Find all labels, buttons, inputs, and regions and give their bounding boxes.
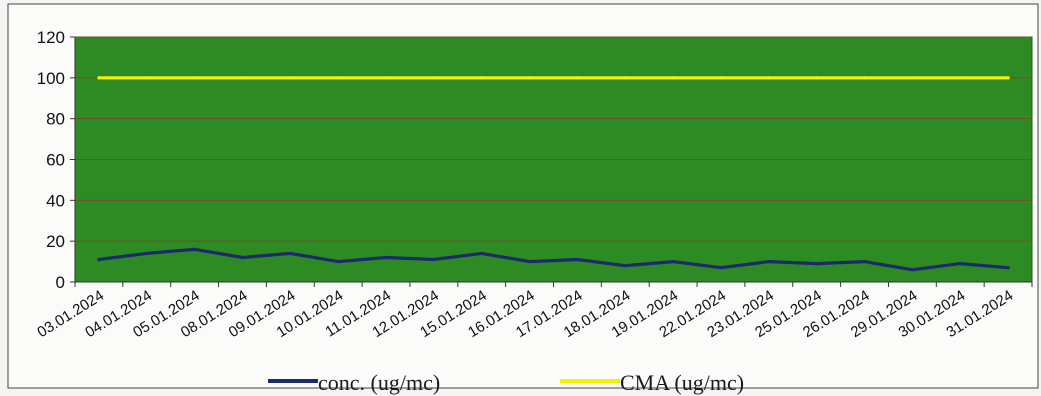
data-point-cma bbox=[432, 76, 436, 80]
data-point-conc bbox=[1006, 266, 1010, 270]
data-point-cma bbox=[958, 76, 962, 80]
data-point-conc bbox=[575, 257, 580, 262]
data-point-conc bbox=[145, 251, 149, 256]
data-point-conc bbox=[815, 262, 819, 266]
data-point-conc bbox=[288, 251, 292, 256]
data-point-cma bbox=[288, 76, 292, 80]
series-line-conc bbox=[97, 247, 1010, 272]
data-point-conc bbox=[97, 257, 101, 262]
y-tick-label: 40 bbox=[46, 191, 65, 210]
data-point-conc bbox=[384, 255, 388, 260]
data-point-cma bbox=[862, 76, 867, 80]
data-point-conc bbox=[623, 264, 627, 268]
data-point-conc bbox=[336, 259, 340, 264]
legend-label-cma: CMA (ug/mc) bbox=[620, 370, 744, 395]
data-point-conc bbox=[527, 259, 532, 264]
data-point-conc bbox=[671, 259, 675, 264]
y-axis: 0 20 40 60 80 100 120 bbox=[37, 28, 76, 292]
data-point-cma bbox=[623, 76, 627, 80]
data-point-cma bbox=[527, 76, 532, 80]
data-point-conc bbox=[240, 255, 245, 260]
data-point-conc bbox=[910, 268, 914, 272]
legend-label-conc: conc. (ug/mc) bbox=[318, 370, 440, 395]
data-point-cma bbox=[671, 76, 675, 80]
y-tick-label: 120 bbox=[37, 28, 65, 47]
data-point-cma bbox=[575, 76, 580, 80]
y-tick-label: 0 bbox=[56, 273, 65, 292]
data-point-cma bbox=[336, 76, 340, 80]
y-tick-label: 80 bbox=[46, 110, 65, 129]
y-tick-label: 60 bbox=[46, 151, 65, 170]
data-point-conc bbox=[958, 262, 962, 266]
data-point-cma bbox=[480, 76, 484, 80]
data-point-cma bbox=[815, 76, 819, 80]
data-point-conc bbox=[480, 251, 484, 256]
data-point-cma bbox=[97, 76, 101, 80]
data-point-cma bbox=[910, 76, 914, 80]
data-point-conc bbox=[719, 266, 723, 270]
data-point-conc bbox=[432, 257, 436, 262]
series-layer bbox=[97, 76, 1010, 272]
y-tick-label: 100 bbox=[37, 69, 65, 88]
data-point-cma bbox=[767, 76, 771, 80]
data-point-conc bbox=[862, 259, 867, 264]
data-point-cma bbox=[384, 76, 388, 80]
data-point-cma bbox=[193, 76, 197, 80]
legend: conc. (ug/mc) CMA (ug/mc) bbox=[268, 370, 744, 395]
data-point-cma bbox=[719, 76, 723, 80]
y-tick-label: 20 bbox=[46, 232, 65, 251]
data-point-conc bbox=[193, 247, 197, 251]
data-point-cma bbox=[240, 76, 245, 80]
data-point-cma bbox=[1006, 76, 1010, 80]
data-point-conc bbox=[767, 259, 771, 264]
data-point-cma bbox=[145, 76, 149, 80]
